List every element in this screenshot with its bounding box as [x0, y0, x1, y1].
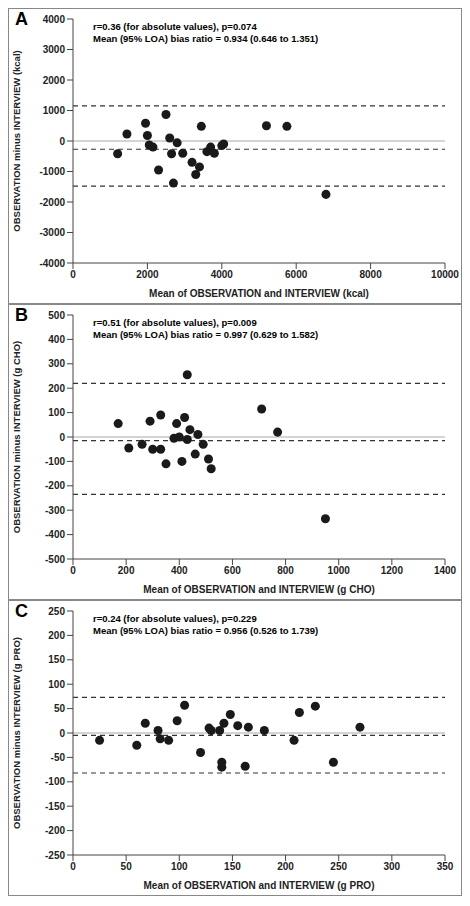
svg-text:-200: -200: [45, 480, 65, 491]
svg-text:8000: 8000: [359, 269, 382, 280]
svg-text:800: 800: [277, 565, 294, 576]
svg-text:600: 600: [224, 565, 241, 576]
svg-text:150: 150: [224, 861, 241, 872]
html-text:r=0.24 (for absolute values),: r=0.24 (for absolute values), p=0.229: [93, 613, 257, 624]
svg-text:Mean of OBSERVATION and INTERV: Mean of OBSERVATION and INTERVIEW (g CHO…: [143, 584, 375, 595]
svg-text:-400: -400: [45, 529, 65, 540]
svg-text:250: 250: [48, 606, 65, 617]
svg-text:-300: -300: [45, 505, 65, 516]
svg-text:OBSERVATION minus INTERVIEW (g: OBSERVATION minus INTERVIEW (g CHO): [11, 341, 22, 533]
svg-text:200: 200: [48, 630, 65, 641]
svg-text:-2000: -2000: [39, 197, 65, 208]
svg-text:500: 500: [48, 310, 65, 321]
svg-text:350: 350: [437, 861, 454, 872]
svg-text:-3000: -3000: [39, 227, 65, 238]
svg-text:1400: 1400: [434, 565, 457, 576]
svg-text:0: 0: [59, 136, 65, 147]
svg-text:4000: 4000: [43, 14, 66, 25]
svg-text:0: 0: [70, 861, 76, 872]
svg-text:-1000: -1000: [39, 166, 65, 177]
svg-text:200: 200: [277, 861, 294, 872]
svg-text:100: 100: [171, 861, 188, 872]
svg-text:-200: -200: [45, 825, 65, 836]
svg-text:0: 0: [70, 565, 76, 576]
html-text:C: C: [15, 601, 28, 621]
svg-text:400: 400: [171, 565, 188, 576]
svg-text:200: 200: [118, 565, 135, 576]
svg-text:0: 0: [59, 432, 65, 443]
svg-text:100: 100: [48, 679, 65, 690]
html-text:Mean (95% LOA) bias ratio = 0.: Mean (95% LOA) bias ratio = 0.956 (0.526…: [93, 625, 319, 636]
svg-text:-4000: -4000: [39, 258, 65, 269]
html-text:A: A: [15, 9, 28, 29]
html-text:B: B: [15, 305, 28, 325]
svg-text:6000: 6000: [285, 269, 308, 280]
svg-text:300: 300: [48, 358, 65, 369]
html-text:Mean (95% LOA) bias ratio = 0.: Mean (95% LOA) bias ratio = 0.934 (0.646…: [93, 33, 319, 44]
svg-text:50: 50: [121, 861, 133, 872]
svg-text:4000: 4000: [211, 269, 234, 280]
svg-text:2000: 2000: [136, 269, 159, 280]
svg-text:1000: 1000: [328, 565, 351, 576]
svg-text:400: 400: [48, 334, 65, 345]
svg-text:250: 250: [330, 861, 347, 872]
html-text:r=0.51 (for absolute values),: r=0.51 (for absolute values), p=0.009: [93, 317, 257, 328]
svg-text:50: 50: [54, 703, 66, 714]
svg-text:2000: 2000: [43, 75, 66, 86]
svg-text:Mean of OBSERVATION and INTERV: Mean of OBSERVATION and INTERVIEW (kcal): [149, 288, 369, 299]
svg-text:Mean of OBSERVATION and INTERV: Mean of OBSERVATION and INTERVIEW (g PRO…: [144, 880, 375, 891]
svg-text:0: 0: [70, 269, 76, 280]
svg-text:-100: -100: [45, 776, 65, 787]
svg-text:200: 200: [48, 383, 65, 394]
svg-text:-50: -50: [51, 752, 66, 763]
html-text:Mean (95% LOA) bias ratio = 0.: Mean (95% LOA) bias ratio = 0.997 (0.629…: [93, 329, 319, 340]
svg-text:-250: -250: [45, 850, 65, 861]
svg-text:1000: 1000: [43, 105, 66, 116]
svg-text:-100: -100: [45, 456, 65, 467]
svg-text:3000: 3000: [43, 44, 66, 55]
svg-text:-150: -150: [45, 801, 65, 812]
svg-text:1200: 1200: [381, 565, 404, 576]
svg-text:OBSERVATION minus INTERVIEW (g: OBSERVATION minus INTERVIEW (g PRO): [11, 637, 22, 829]
svg-text:-500: -500: [45, 554, 65, 565]
svg-text:100: 100: [48, 407, 65, 418]
html-text:r=0.36 (for absolute values),: r=0.36 (for absolute values), p=0.074: [93, 21, 257, 32]
svg-text:0: 0: [59, 728, 65, 739]
svg-text:150: 150: [48, 654, 65, 665]
svg-text:10000: 10000: [431, 269, 459, 280]
svg-text:300: 300: [384, 861, 401, 872]
svg-text:OBSERVATION minus INTERVIEW (k: OBSERVATION minus INTERVIEW (kcal): [11, 50, 22, 231]
